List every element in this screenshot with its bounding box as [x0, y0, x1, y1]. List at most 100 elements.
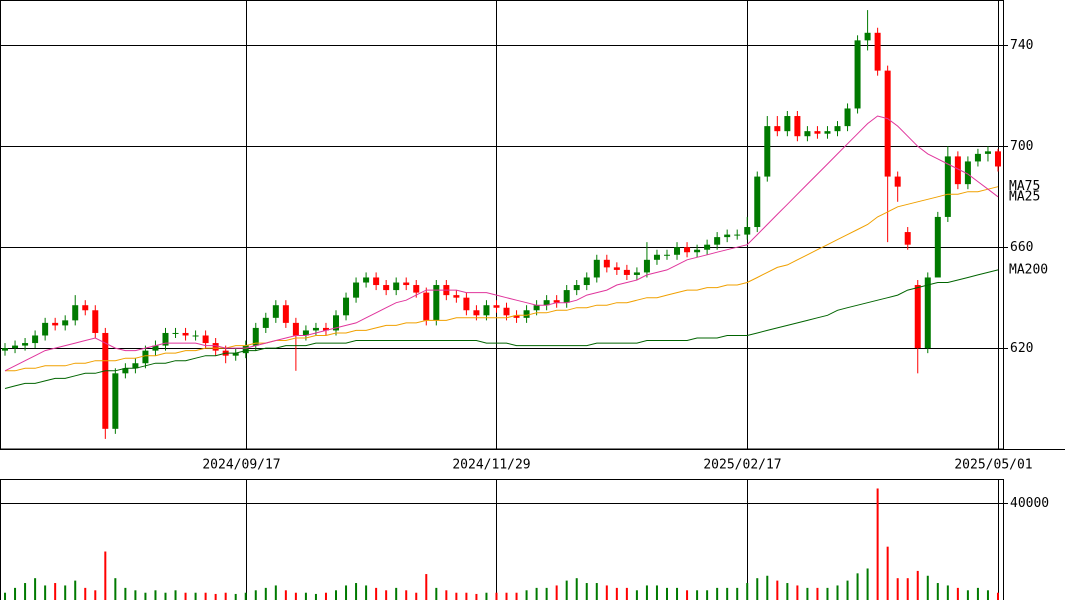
x-tick-label: 2025/02/17: [703, 458, 781, 473]
candle-body: [513, 315, 520, 318]
volume-bar: [746, 583, 749, 600]
candle-body: [914, 285, 921, 349]
candle-body: [232, 353, 239, 356]
candle-body: [814, 131, 821, 134]
y-tick-label: 700: [1010, 139, 1033, 154]
volume-y-tick-label: 40000: [1010, 496, 1049, 511]
volume-bar: [756, 578, 759, 600]
candle-body: [984, 151, 991, 154]
candle-body: [403, 282, 410, 286]
volume-bar: [104, 551, 107, 600]
volume-bar: [34, 578, 37, 600]
candle-body: [12, 345, 19, 349]
volume-bar: [816, 587, 819, 600]
volume-bar: [726, 587, 729, 600]
volume-bar: [535, 587, 538, 600]
candle-body: [844, 108, 851, 127]
volume-bar: [264, 587, 267, 600]
candle-body: [834, 126, 841, 132]
candle-body: [934, 216, 941, 278]
volume-bar: [435, 587, 438, 600]
volume-bar: [54, 583, 57, 600]
volume-bar: [796, 585, 799, 600]
volume-bar: [445, 590, 448, 600]
volume-bar: [294, 592, 297, 600]
volume-bar: [475, 593, 478, 600]
volume-bar: [4, 592, 7, 600]
volume-bar: [976, 587, 979, 600]
volume-bar: [996, 592, 999, 600]
volume-bar: [575, 578, 578, 600]
candle-body: [894, 176, 901, 187]
candle-body: [363, 277, 370, 283]
candle-body: [633, 272, 640, 275]
candle-body: [423, 292, 430, 321]
volume-bar: [686, 590, 689, 600]
candle-body: [724, 234, 731, 238]
moving-average-line: [4, 115, 999, 372]
volume-bar: [986, 590, 989, 600]
candle-body: [52, 322, 59, 326]
volume-bar: [94, 590, 97, 600]
moving-average-line: [5, 186, 999, 372]
volume-bar: [906, 578, 909, 600]
volume-bar: [876, 488, 879, 600]
volume-bar: [244, 592, 247, 600]
volume-bar: [555, 585, 558, 600]
volume-bar: [164, 592, 167, 600]
candle-body: [172, 332, 179, 334]
volume-bar: [174, 590, 177, 600]
candle-body: [333, 315, 340, 331]
candle-body: [112, 373, 119, 429]
volume-bar: [485, 592, 488, 600]
volume-bar: [766, 575, 769, 600]
candle-body: [583, 277, 590, 286]
volume-bar: [585, 583, 588, 600]
volume-bar: [525, 590, 528, 600]
candle-body: [132, 363, 139, 369]
volume-bar: [595, 583, 598, 600]
volume-bar: [826, 587, 829, 600]
volume-bar: [415, 592, 418, 600]
volume-bar: [736, 587, 739, 600]
candle-body: [343, 297, 350, 316]
candle-body: [694, 249, 701, 253]
volume-bar: [355, 583, 358, 600]
volume-bar: [505, 592, 508, 600]
candle-body: [383, 285, 390, 291]
candle-body: [704, 244, 711, 250]
volume-bar: [786, 583, 789, 600]
candle-body: [322, 327, 329, 331]
candle-body: [503, 307, 510, 316]
volume-bar: [365, 585, 368, 600]
candle-body: [312, 327, 319, 331]
candle-body: [373, 277, 380, 286]
volume-bar: [134, 590, 137, 600]
volume-bar: [806, 587, 809, 600]
candle-body: [152, 345, 159, 351]
volume-bar: [896, 578, 899, 600]
candle-body: [192, 335, 199, 337]
candle-body: [824, 131, 831, 134]
candle-body: [854, 40, 861, 109]
volume-bar: [254, 590, 257, 600]
volume-bar: [645, 585, 648, 600]
volume-bar: [545, 587, 548, 600]
y-tick-label: 620: [1010, 341, 1033, 356]
candle-body: [453, 295, 460, 298]
volume-bar: [455, 592, 458, 600]
candle-body: [212, 343, 219, 351]
candle-body: [252, 327, 259, 346]
candle-body: [684, 247, 691, 253]
candle-body: [393, 282, 400, 291]
candle-body: [122, 368, 129, 374]
x-tick-label: 2024/09/17: [202, 458, 280, 473]
volume-bar: [966, 590, 969, 600]
candle-body: [493, 305, 500, 308]
candle-body: [62, 320, 69, 326]
candle-body: [553, 300, 560, 303]
candle-body: [302, 330, 309, 336]
candle-body: [473, 310, 480, 316]
candle-body: [22, 343, 29, 346]
